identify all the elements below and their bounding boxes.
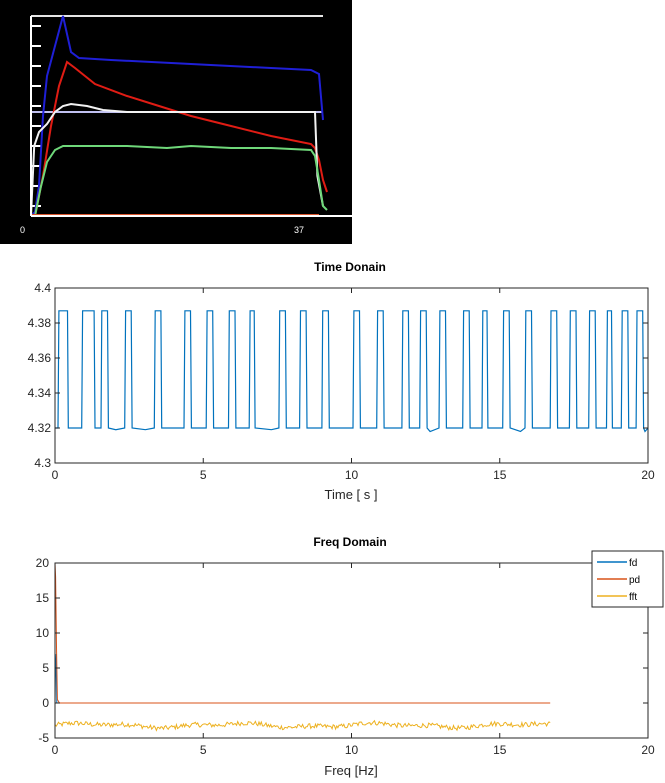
legend-items: fd pd fft	[597, 558, 640, 603]
time-domain-x-label: Time [ s ]	[325, 487, 378, 502]
freq-x-tick-label: 0	[52, 743, 59, 757]
time-domain-chart: Time Donain 0 5 10 15 20 4.4 4.38 4.36 4.34 4.32…	[28, 260, 655, 502]
freq-domain-legend: fd pd fft	[591, 550, 664, 608]
freq-domain-x-label: Freq [Hz]	[324, 763, 377, 778]
monitor-x-tick-37: 37	[294, 225, 304, 235]
legend-label-fd: fd	[629, 558, 637, 569]
monitor-series-3	[34, 144, 328, 217]
freq-y-tick-label: 20	[36, 556, 50, 570]
freq-y-tick-label: 10	[36, 626, 50, 640]
time-domain-title: Time Donain	[314, 260, 386, 274]
freq-y-tick-label: -5	[38, 731, 49, 745]
time-y-tick-label: 4.34	[28, 386, 52, 400]
time-y-tick-label: 4.32	[28, 421, 52, 435]
freq-y-tick-label: 15	[36, 591, 50, 605]
freq-x-tick-label: 15	[493, 743, 507, 757]
freq-y-tick-label: 5	[42, 661, 49, 675]
freq-domain-y-ticks: 20 15 10 5 0 -5	[36, 556, 648, 745]
freq-x-tick-label: 5	[200, 743, 207, 757]
time-y-tick-label: 4.38	[28, 316, 52, 330]
time-y-tick-label: 4.4	[34, 281, 51, 295]
freq-domain-title: Freq Domain	[313, 535, 386, 549]
freq-domain-x-ticks: 0 5 10 15 20	[52, 563, 655, 757]
monitor-series-2	[30, 102, 324, 217]
legend-label-fft: fft	[629, 592, 637, 603]
time-domain-signal-line	[55, 310, 649, 433]
time-domain-y-ticks: 4.4 4.38 4.36 4.34 4.32 4.3	[28, 281, 648, 470]
freq-x-tick-label: 10	[345, 743, 359, 757]
freq-series-fft	[54, 719, 551, 732]
monitor-series-0	[30, 15, 324, 217]
monitor-chart: 0 37	[0, 0, 352, 244]
time-domain-axes-box	[54, 287, 649, 464]
time-x-tick-label: 0	[52, 468, 59, 482]
monitor-background	[0, 0, 352, 244]
time-x-tick-label: 15	[493, 468, 507, 482]
monitor-x-tick-0: 0	[20, 225, 25, 235]
freq-domain-series	[54, 562, 551, 732]
time-y-tick-label: 4.3	[34, 456, 51, 470]
monitor-series	[30, 15, 328, 217]
time-x-tick-label: 10	[345, 468, 359, 482]
time-x-tick-label: 5	[200, 468, 207, 482]
time-domain-series	[55, 310, 649, 433]
freq-y-tick-label: 0	[42, 696, 49, 710]
freq-x-tick-label: 20	[641, 743, 655, 757]
time-x-tick-label: 20	[641, 468, 655, 482]
freq-series-pd	[54, 562, 551, 704]
time-domain-x-ticks: 0 5 10 15 20	[52, 288, 655, 482]
legend-label-pd: pd	[629, 575, 640, 586]
freq-domain-axes-box	[54, 562, 649, 739]
time-y-tick-label: 4.36	[28, 351, 52, 365]
